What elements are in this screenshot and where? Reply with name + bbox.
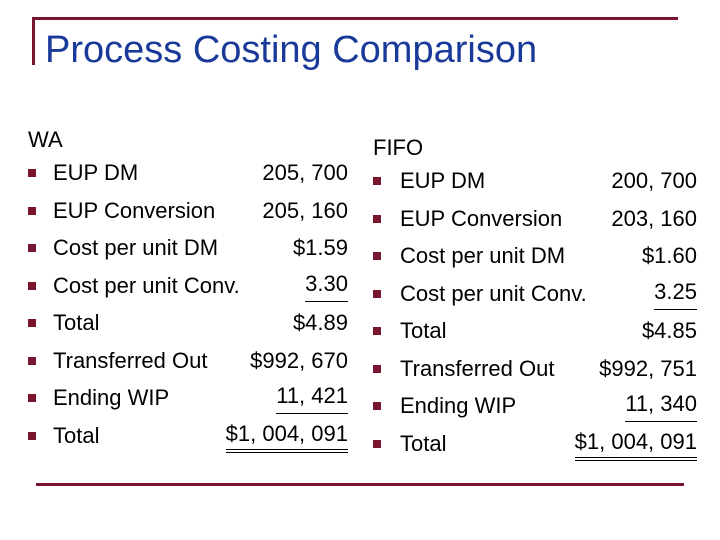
list-item: EUP Conversion 203, 160 bbox=[373, 203, 697, 241]
row-label: Total bbox=[53, 310, 100, 335]
title-frame-left-rule bbox=[32, 17, 35, 65]
list-item: Cost per unit Conv. 3.25 bbox=[373, 278, 697, 316]
square-bullet-icon bbox=[373, 327, 381, 335]
row-value: 3.25 bbox=[654, 278, 697, 310]
row-value: $992, 751 bbox=[599, 355, 697, 381]
list-item: Total $4.89 bbox=[28, 307, 348, 345]
row-label: Cost per unit DM bbox=[400, 243, 566, 268]
square-bullet-icon bbox=[373, 402, 381, 410]
row-value: $1.59 bbox=[292, 235, 348, 260]
row-value: $1.60 bbox=[641, 243, 697, 268]
square-bullet-icon bbox=[28, 431, 36, 440]
list-item: EUP Conversion 205, 160 bbox=[28, 195, 348, 233]
square-bullet-icon bbox=[28, 394, 36, 402]
square-bullet-icon bbox=[373, 364, 381, 373]
row-label: Total bbox=[400, 430, 447, 456]
square-bullet-icon bbox=[28, 169, 36, 177]
list-item: Cost per unit DM $1.59 bbox=[28, 232, 348, 270]
square-bullet-icon bbox=[373, 289, 381, 298]
square-bullet-icon bbox=[28, 281, 36, 290]
square-bullet-icon bbox=[373, 252, 381, 260]
row-label: Transferred Out bbox=[400, 355, 555, 381]
row-label: Ending WIP bbox=[400, 393, 517, 418]
row-label: Cost per unit Conv. bbox=[53, 272, 240, 298]
row-value: 203, 160 bbox=[611, 205, 697, 231]
row-value: 205, 700 bbox=[262, 160, 348, 185]
wa-column: WA EUP DM 205, 700 EUP Conversion 205, 1… bbox=[28, 125, 348, 457]
list-item: Transferred Out $992, 670 bbox=[28, 345, 348, 383]
row-label: Total bbox=[400, 318, 447, 343]
row-value: 3.30 bbox=[305, 270, 348, 302]
list-item: Total $1, 004, 091 bbox=[28, 420, 348, 458]
slide-title: Process Costing Comparison bbox=[45, 29, 538, 71]
square-bullet-icon bbox=[28, 206, 36, 215]
list-item: Cost per unit Conv. 3.30 bbox=[28, 270, 348, 308]
row-label: EUP DM bbox=[400, 168, 486, 193]
list-item: Total $1, 004, 091 bbox=[373, 428, 697, 466]
row-value: $1, 004, 091 bbox=[574, 428, 697, 461]
list-item: Ending WIP 11, 421 bbox=[28, 382, 348, 420]
row-value: $4.85 bbox=[641, 318, 697, 343]
square-bullet-icon bbox=[373, 214, 381, 223]
list-item: Total $4.85 bbox=[373, 315, 697, 353]
row-label: Cost per unit Conv. bbox=[400, 280, 587, 306]
row-label: Ending WIP bbox=[53, 385, 170, 410]
row-label: EUP Conversion bbox=[53, 197, 216, 223]
list-item: EUP DM 205, 700 bbox=[28, 157, 348, 195]
fifo-heading: FIFO bbox=[373, 135, 424, 160]
fifo-column: FIFO EUP DM 200, 700 EUP Conversion 203,… bbox=[373, 133, 697, 465]
list-item: Transferred Out $992, 751 bbox=[373, 353, 697, 391]
square-bullet-icon bbox=[28, 356, 36, 365]
list-item: Ending WIP 11, 340 bbox=[373, 390, 697, 428]
wa-heading: WA bbox=[28, 127, 63, 152]
square-bullet-icon bbox=[28, 244, 36, 252]
row-value: $992, 670 bbox=[250, 347, 348, 373]
row-label: Cost per unit DM bbox=[53, 235, 219, 260]
title-frame-top-rule bbox=[32, 17, 678, 20]
square-bullet-icon bbox=[28, 319, 36, 327]
row-value: 200, 700 bbox=[611, 168, 697, 193]
bottom-rule bbox=[36, 483, 684, 486]
row-value: $1, 004, 091 bbox=[225, 420, 348, 453]
row-label: Transferred Out bbox=[53, 347, 208, 373]
row-value: 11, 421 bbox=[276, 382, 348, 414]
row-label: EUP Conversion bbox=[400, 205, 563, 231]
row-label: Total bbox=[53, 422, 100, 448]
row-value: 11, 340 bbox=[625, 390, 697, 422]
square-bullet-icon bbox=[373, 177, 381, 185]
list-item: Cost per unit DM $1.60 bbox=[373, 240, 697, 278]
row-value: $4.89 bbox=[292, 310, 348, 335]
square-bullet-icon bbox=[373, 439, 381, 448]
list-item: EUP DM 200, 700 bbox=[373, 165, 697, 203]
row-value: 205, 160 bbox=[262, 197, 348, 223]
row-label: EUP DM bbox=[53, 160, 139, 185]
